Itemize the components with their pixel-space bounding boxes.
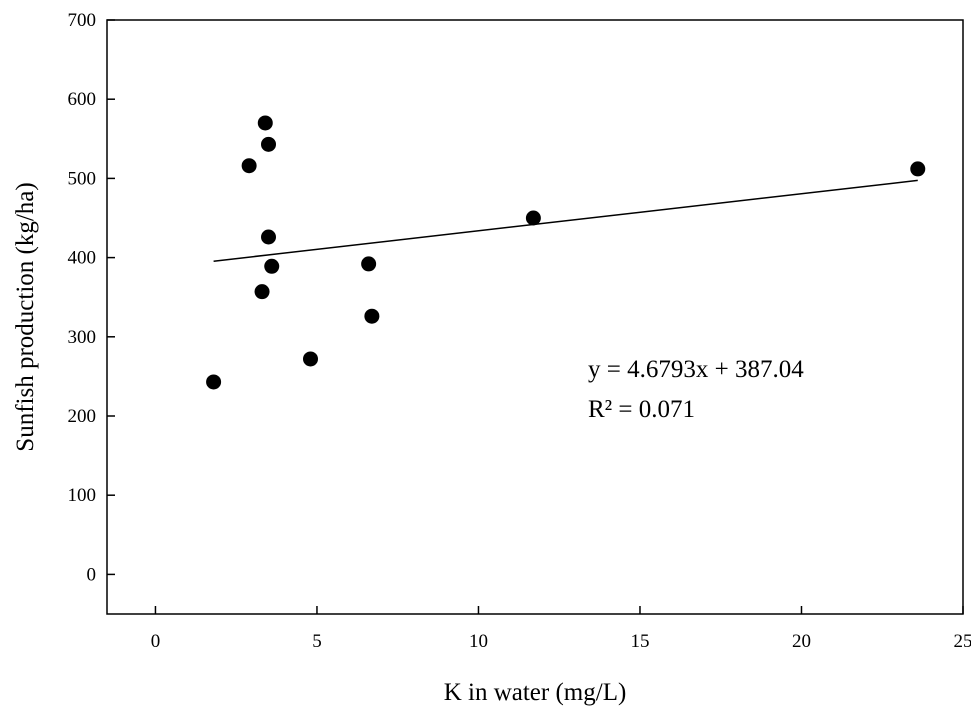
trendline — [213, 179, 918, 262]
data-point — [364, 308, 380, 324]
x-axis-ticks: 0 5 10 15 20 25 — [151, 606, 971, 652]
data-point — [206, 374, 222, 390]
y-tick-label: 700 — [68, 10, 97, 31]
data-point — [264, 258, 280, 274]
data-point — [241, 158, 257, 174]
y-tick-label: 500 — [68, 168, 97, 189]
data-point — [261, 136, 277, 152]
x-tick-label: 20 — [792, 631, 811, 652]
y-tick-label: 100 — [68, 485, 97, 506]
r-squared-annotation: R² = 0.071 — [588, 396, 695, 423]
x-tick-label: 10 — [469, 631, 488, 652]
y-tick-label: 600 — [68, 89, 97, 110]
plot-area-frame — [106, 19, 964, 615]
y-axis-ticks: 0 100 200 300 400 500 600 700 — [68, 10, 115, 585]
x-tick-label: 15 — [630, 631, 649, 652]
y-tick-label: 400 — [68, 248, 97, 269]
y-tick-label: 300 — [68, 327, 97, 348]
x-tick-label: 0 — [151, 631, 161, 652]
x-tick-label: 5 — [312, 631, 322, 652]
x-axis-title: K in water (mg/L) — [444, 679, 627, 706]
data-point — [303, 351, 319, 367]
data-point — [525, 210, 541, 226]
equation-annotation: y = 4.6793x + 387.04 — [588, 356, 804, 383]
data-point — [910, 161, 926, 177]
x-tick-label: 25 — [954, 631, 971, 652]
y-axis-title: Sunfish production (kg/ha) — [12, 182, 39, 451]
data-point — [254, 284, 270, 300]
y-tick-label: 200 — [68, 406, 97, 427]
data-points — [206, 115, 926, 390]
data-point — [361, 256, 377, 272]
data-point — [261, 229, 277, 245]
data-point — [257, 115, 273, 131]
y-tick-label: 0 — [87, 564, 97, 585]
